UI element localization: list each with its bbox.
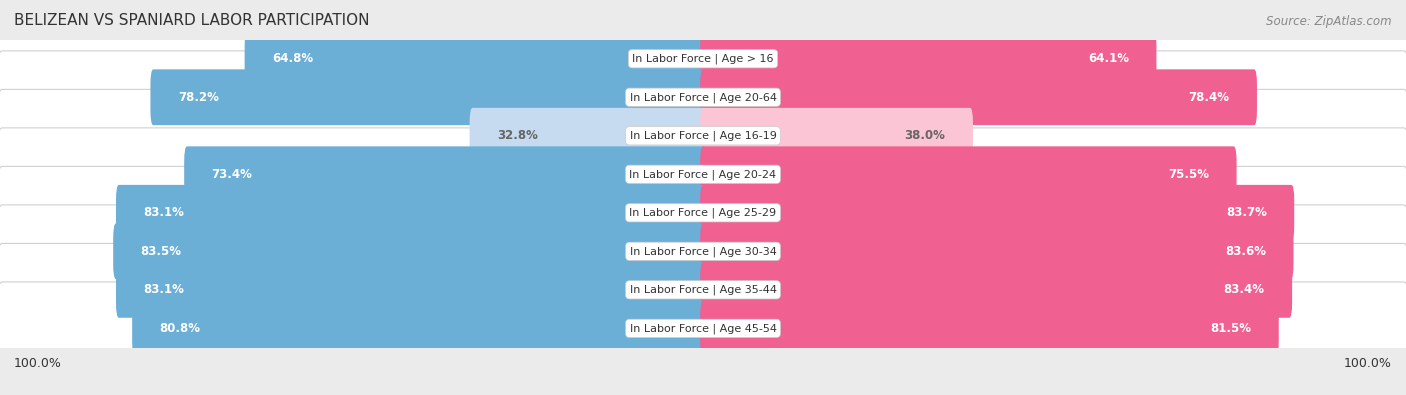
FancyBboxPatch shape [245, 31, 706, 87]
Text: In Labor Force | Age > 16: In Labor Force | Age > 16 [633, 53, 773, 64]
Text: Source: ZipAtlas.com: Source: ZipAtlas.com [1267, 15, 1392, 28]
Text: 83.5%: 83.5% [141, 245, 181, 258]
Text: 100.0%: 100.0% [14, 357, 62, 370]
Text: In Labor Force | Age 20-24: In Labor Force | Age 20-24 [630, 169, 776, 180]
FancyBboxPatch shape [700, 262, 1292, 318]
FancyBboxPatch shape [700, 31, 1156, 87]
Text: 83.6%: 83.6% [1225, 245, 1267, 258]
FancyBboxPatch shape [115, 185, 706, 241]
FancyBboxPatch shape [470, 108, 706, 164]
Text: 100.0%: 100.0% [1344, 357, 1392, 370]
FancyBboxPatch shape [700, 70, 1257, 125]
FancyBboxPatch shape [700, 147, 1237, 202]
Text: 83.7%: 83.7% [1226, 206, 1267, 219]
Text: 81.5%: 81.5% [1211, 322, 1251, 335]
Text: 73.4%: 73.4% [211, 168, 253, 181]
Text: 78.4%: 78.4% [1188, 91, 1229, 104]
Text: In Labor Force | Age 20-64: In Labor Force | Age 20-64 [630, 92, 776, 103]
FancyBboxPatch shape [700, 108, 973, 164]
Text: 38.0%: 38.0% [904, 129, 945, 142]
Text: 75.5%: 75.5% [1168, 168, 1209, 181]
FancyBboxPatch shape [0, 89, 1406, 182]
Text: In Labor Force | Age 16-19: In Labor Force | Age 16-19 [630, 130, 776, 141]
FancyBboxPatch shape [0, 243, 1406, 336]
Text: 64.1%: 64.1% [1088, 52, 1129, 65]
FancyBboxPatch shape [184, 147, 706, 202]
Text: 83.1%: 83.1% [143, 283, 184, 296]
Text: In Labor Force | Age 45-54: In Labor Force | Age 45-54 [630, 323, 776, 334]
Text: 64.8%: 64.8% [273, 52, 314, 65]
Text: 78.2%: 78.2% [177, 91, 219, 104]
Text: BELIZEAN VS SPANIARD LABOR PARTICIPATION: BELIZEAN VS SPANIARD LABOR PARTICIPATION [14, 13, 370, 28]
FancyBboxPatch shape [0, 205, 1406, 298]
Text: In Labor Force | Age 30-34: In Labor Force | Age 30-34 [630, 246, 776, 257]
Text: 83.1%: 83.1% [143, 206, 184, 219]
FancyBboxPatch shape [0, 166, 1406, 259]
Text: 83.4%: 83.4% [1223, 283, 1265, 296]
Text: In Labor Force | Age 25-29: In Labor Force | Age 25-29 [630, 207, 776, 218]
FancyBboxPatch shape [0, 12, 1406, 105]
FancyBboxPatch shape [112, 224, 706, 279]
Text: 80.8%: 80.8% [160, 322, 201, 335]
Text: In Labor Force | Age 35-44: In Labor Force | Age 35-44 [630, 284, 776, 295]
FancyBboxPatch shape [150, 70, 706, 125]
FancyBboxPatch shape [700, 185, 1294, 241]
FancyBboxPatch shape [700, 301, 1279, 356]
FancyBboxPatch shape [0, 282, 1406, 375]
FancyBboxPatch shape [115, 262, 706, 318]
FancyBboxPatch shape [0, 51, 1406, 144]
FancyBboxPatch shape [700, 224, 1294, 279]
FancyBboxPatch shape [0, 128, 1406, 221]
FancyBboxPatch shape [132, 301, 706, 356]
Text: 32.8%: 32.8% [498, 129, 538, 142]
